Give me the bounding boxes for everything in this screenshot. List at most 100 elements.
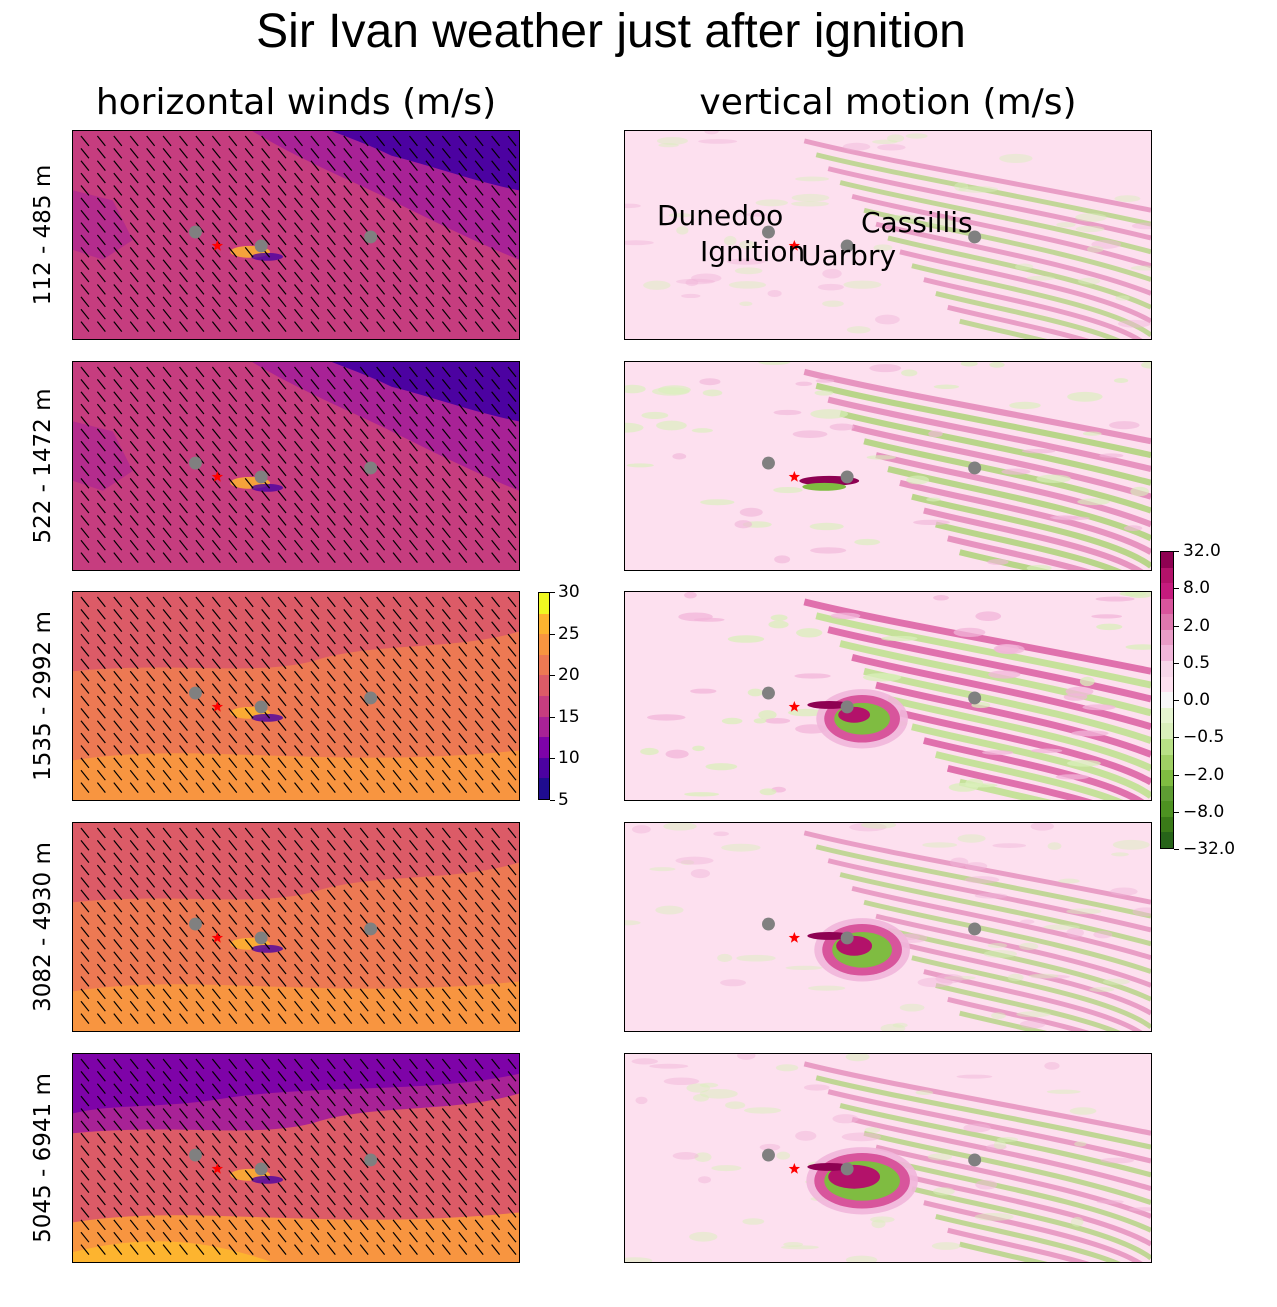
vertical-colorbar-segment	[1161, 723, 1173, 739]
wind-panel	[72, 361, 520, 571]
vertical-colorbar-segment	[1161, 614, 1173, 630]
vertical-motion-panel	[624, 591, 1152, 801]
marker-cassillis	[364, 461, 378, 475]
marker-cassillis	[968, 230, 982, 244]
wind-colorbar-segment	[539, 613, 549, 635]
marker-dunedoo	[188, 456, 202, 470]
marker-cassillis	[968, 691, 982, 705]
wind-colorbar-tick	[550, 716, 555, 718]
vertical-colorbar-tick	[1174, 700, 1179, 701]
wind-panel	[72, 1053, 520, 1263]
wind-colorbar-tick-label: 30	[558, 582, 580, 602]
wind-colorbar-segment	[539, 716, 549, 738]
marker-ignition-star	[788, 1162, 801, 1174]
marker-ignition-star	[211, 239, 224, 251]
wind-colorbar-segment	[539, 757, 549, 779]
vertical-colorbar-segment	[1161, 645, 1173, 662]
marker-uarbry	[254, 1162, 268, 1176]
wind-colorbar-segment	[539, 654, 549, 676]
marker-uarbry	[840, 931, 854, 945]
vertical-colorbar-tick	[1174, 737, 1179, 739]
wind-colorbar-segment	[539, 695, 549, 717]
label-ignition: Ignition	[700, 235, 806, 268]
marker-uarbry	[840, 1162, 854, 1176]
vertical-colorbar	[1160, 551, 1174, 849]
wind-colorbar-tick	[550, 633, 555, 635]
vertical-colorbar-segment	[1161, 661, 1173, 677]
marker-dunedoo	[761, 1148, 775, 1162]
vertical-colorbar-segment	[1161, 770, 1173, 786]
marker-uarbry	[254, 700, 268, 714]
marker-uarbry	[254, 470, 268, 484]
row-label: 3082 - 4930 m	[30, 842, 56, 1012]
figure-title: Sir Ivan weather just after ignition	[256, 5, 966, 58]
wind-panel	[72, 130, 520, 340]
vertical-motion-panel	[624, 1053, 1152, 1263]
marker-ignition-star	[788, 931, 801, 943]
marker-ignition-star	[211, 470, 224, 482]
row-label: 5045 - 6941 m	[30, 1073, 56, 1243]
wind-colorbar-tick	[550, 592, 555, 593]
vertical-colorbar-tick	[1174, 774, 1179, 776]
wind-panel	[72, 591, 520, 801]
vertical-motion-panel	[624, 130, 1152, 340]
marker-dunedoo	[761, 917, 775, 931]
vertical-colorbar-tick-label: 0.5	[1183, 652, 1211, 673]
vertical-colorbar-segment	[1161, 785, 1173, 802]
wind-colorbar-segment	[539, 634, 549, 655]
label-cassillis: Cassillis	[861, 206, 973, 239]
wind-colorbar-tick-label: 5	[558, 790, 569, 810]
label-dunedoo: Dunedoo	[657, 199, 784, 232]
vertical-colorbar-tick-label: 0.0	[1183, 690, 1211, 710]
vertical-colorbar-tick-label: 32.0	[1183, 541, 1221, 561]
marker-cassillis	[364, 922, 378, 936]
marker-uarbry	[840, 470, 854, 484]
vertical-colorbar-segment	[1161, 552, 1173, 568]
vertical-colorbar-tick	[1174, 811, 1179, 813]
marker-dunedoo	[188, 1148, 202, 1162]
vertical-colorbar-segment	[1161, 707, 1173, 724]
row-label: 1535 - 2992 m	[30, 611, 56, 781]
marker-cassillis	[968, 922, 982, 936]
marker-ignition-star	[788, 470, 801, 482]
marker-dunedoo	[188, 686, 202, 700]
wind-colorbar-segment	[539, 737, 549, 758]
vertical-motion-panel	[624, 361, 1152, 571]
marker-cassillis	[968, 461, 982, 475]
vertical-colorbar-segment	[1161, 692, 1173, 708]
label-uarbry: Uarbry	[801, 239, 897, 272]
marker-ignition-star	[788, 700, 801, 712]
wind-colorbar-segment	[539, 778, 549, 799]
marker-cassillis	[364, 1153, 378, 1167]
vertical-colorbar-tick	[1174, 588, 1179, 590]
marker-dunedoo	[188, 225, 202, 239]
marker-dunedoo	[761, 686, 775, 700]
left-column-title: horizontal winds (m/s)	[95, 82, 497, 123]
marker-uarbry	[254, 931, 268, 945]
wind-colorbar-tick	[550, 758, 555, 760]
wind-colorbar-tick	[550, 675, 555, 677]
wind-colorbar-tick-label: 20	[558, 665, 580, 686]
vertical-colorbar-tick-label: 8.0	[1183, 578, 1211, 599]
marker-uarbry	[840, 700, 854, 714]
wind-colorbar-segment	[539, 593, 549, 614]
wind-colorbar-tick-label: 25	[558, 623, 580, 644]
vertical-colorbar-tick-label: −2.0	[1183, 764, 1225, 785]
marker-cassillis	[364, 230, 378, 244]
vertical-colorbar-segment	[1161, 676, 1173, 693]
marker-ignition-star	[211, 1162, 224, 1174]
wind-colorbar-tick-label: 15	[558, 706, 580, 727]
vertical-colorbar-segment	[1161, 598, 1173, 615]
marker-ignition-star	[211, 931, 224, 943]
vertical-colorbar-tick	[1174, 551, 1179, 552]
vertical-colorbar-segment	[1161, 583, 1173, 599]
marker-uarbry	[840, 239, 854, 253]
marker-dunedoo	[761, 225, 775, 239]
vertical-colorbar-segment	[1161, 832, 1173, 848]
wind-colorbar-tick	[550, 800, 555, 801]
marker-cassillis	[364, 691, 378, 705]
wind-colorbar-segment	[539, 675, 549, 696]
wind-panel	[72, 822, 520, 1032]
right-column-title: vertical motion (m/s)	[699, 82, 1077, 123]
vertical-colorbar-segment	[1161, 754, 1173, 771]
